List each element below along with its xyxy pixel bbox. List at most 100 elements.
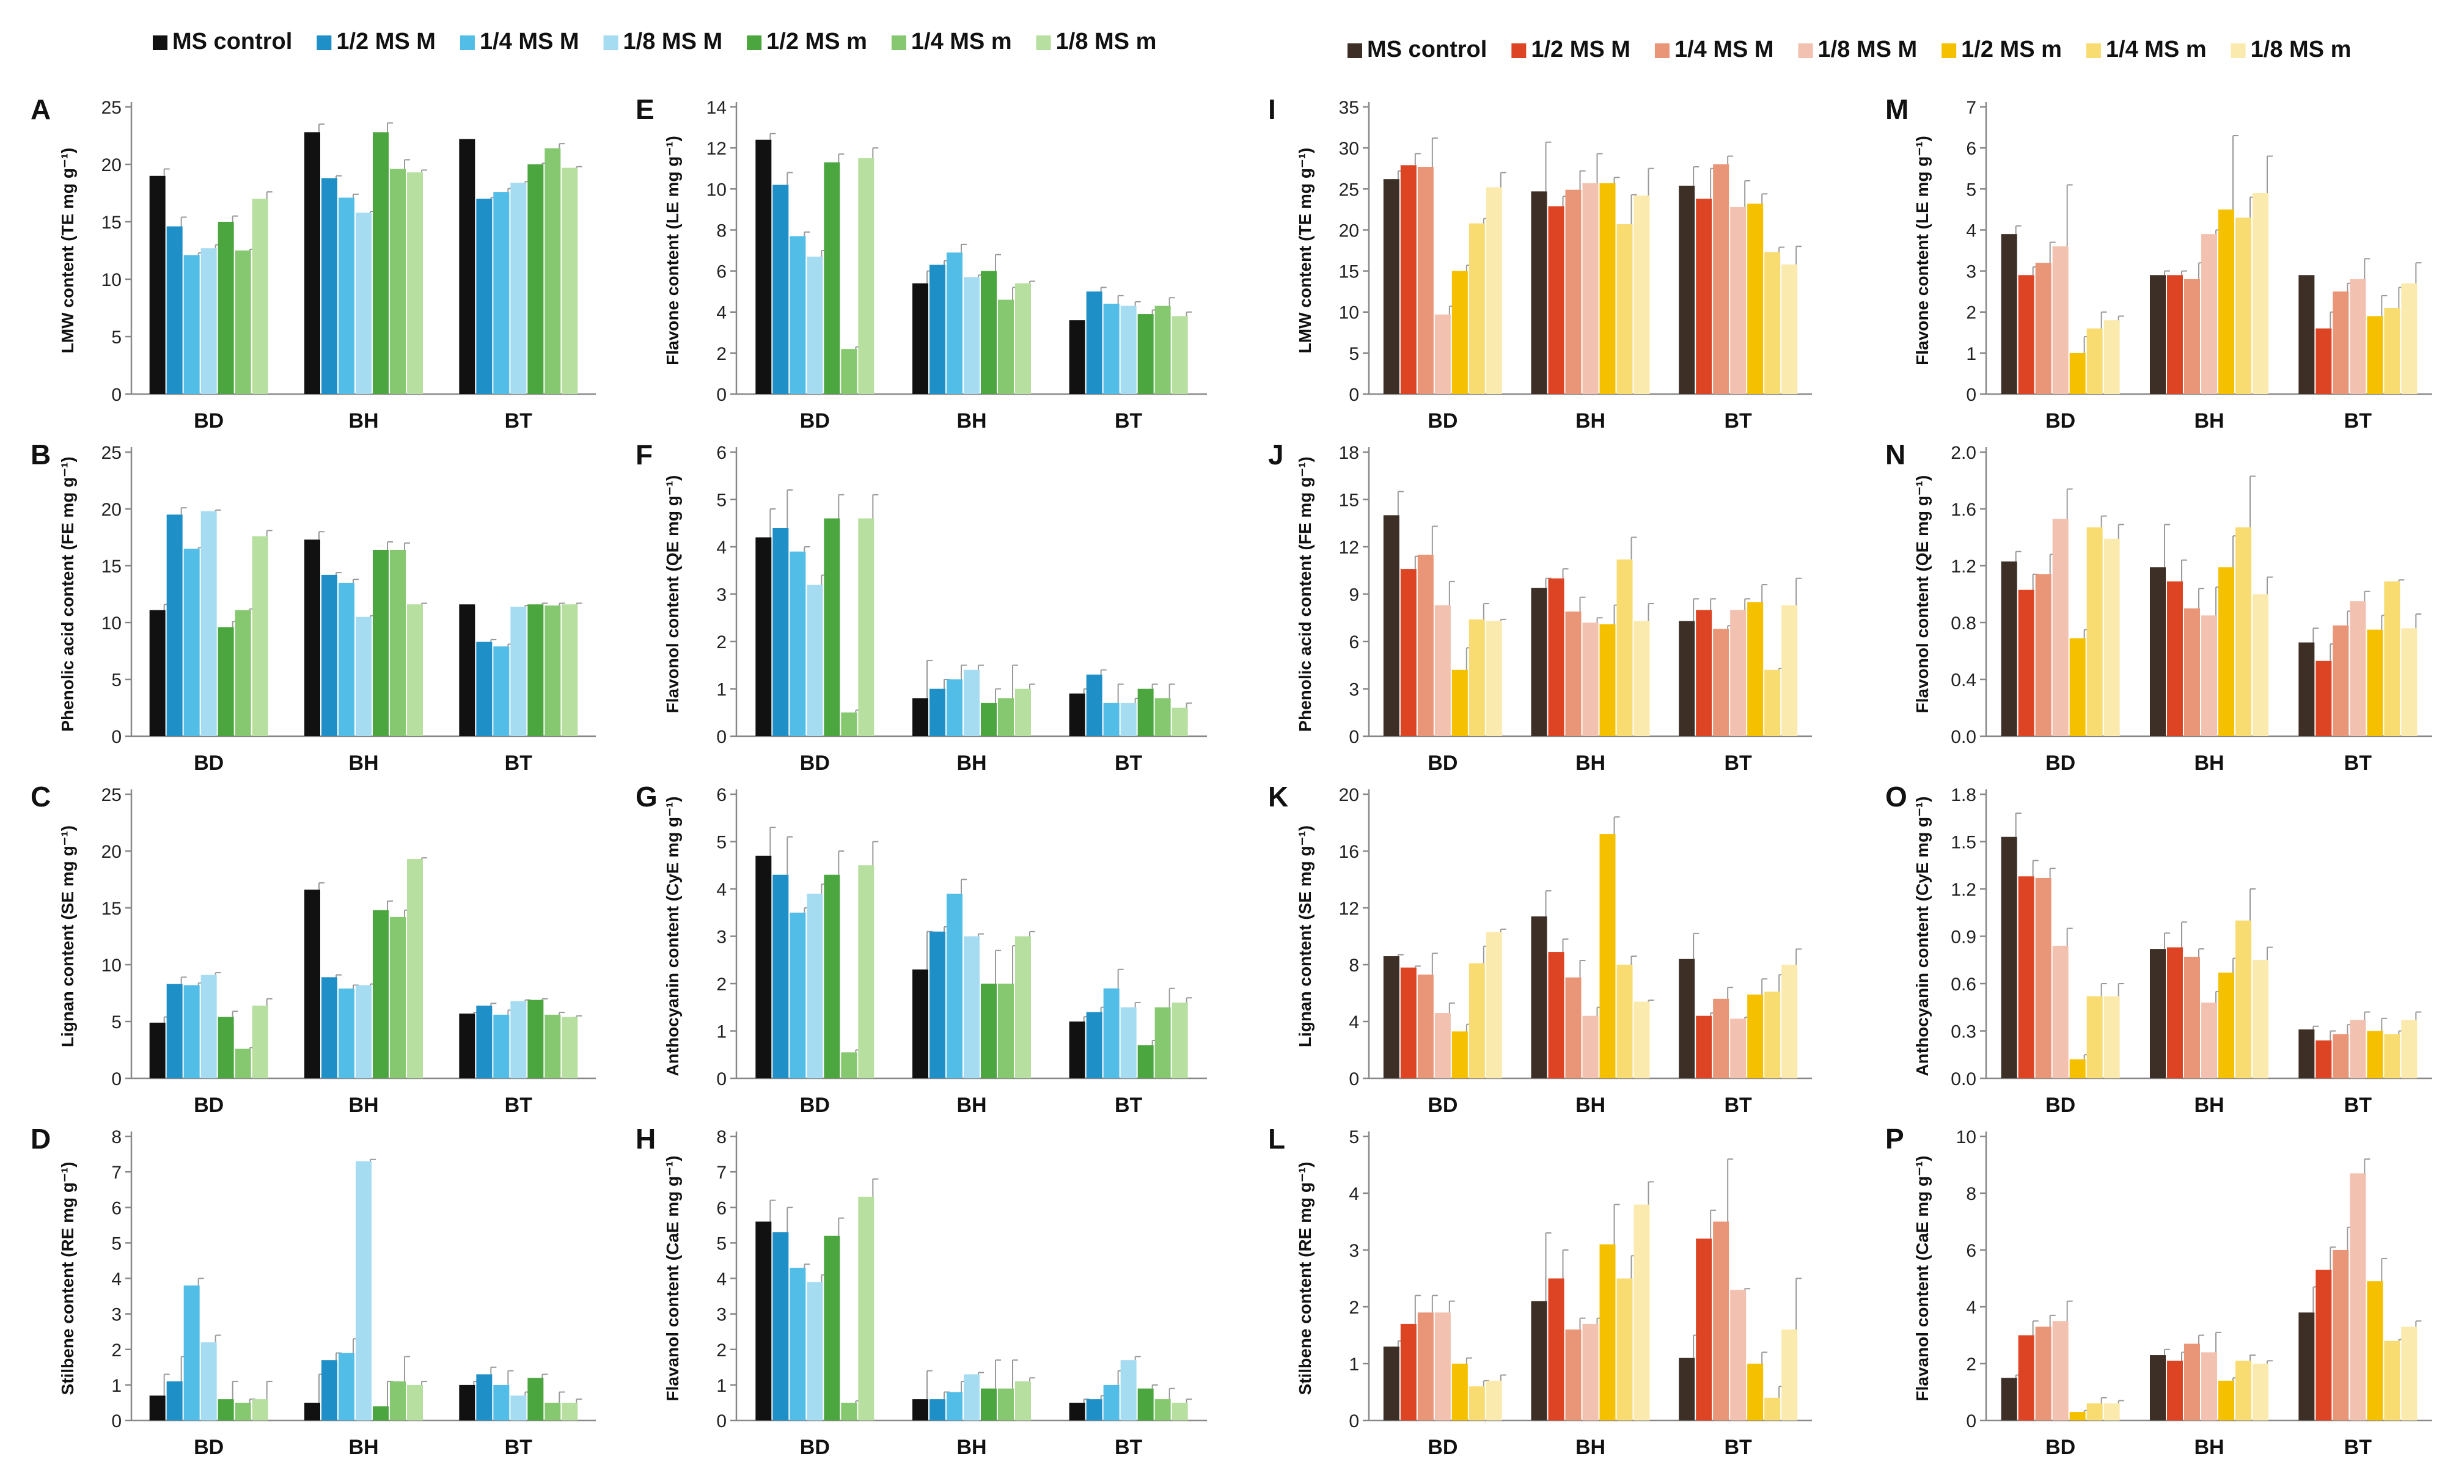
bar: [964, 670, 980, 736]
legend-label: 1/4 MS M: [1674, 37, 1774, 62]
panel-letter: A: [31, 93, 51, 125]
bar: [1137, 1388, 1154, 1420]
bar: [407, 172, 423, 394]
bar: [2035, 263, 2052, 394]
bar: [2150, 567, 2166, 736]
panel-letter: D: [31, 1123, 51, 1155]
x-tick-label: BT: [505, 1094, 533, 1117]
bar: [2201, 1352, 2217, 1420]
y-tick-label: 7: [716, 1163, 727, 1183]
bar: [510, 1395, 527, 1420]
panel-I: I 0 5 10 15 20 25 30 35 LMW content (TE mg g⁻¹) BD…: [1268, 93, 1812, 433]
x-tick-label: BH: [2194, 1094, 2224, 1117]
y-tick-label: 10: [706, 180, 727, 200]
y-tick-label: 0: [1966, 385, 1976, 405]
y-tick-label: 8: [111, 1127, 122, 1147]
x-tick-label: BD: [800, 1436, 830, 1459]
y-tick-label: 5: [1349, 1127, 1359, 1147]
bar: [1730, 1290, 1747, 1420]
bar: [493, 1384, 510, 1420]
x-tick-label: BT: [505, 1436, 533, 1459]
x-tick-label: BH: [956, 1094, 986, 1117]
bar: [1417, 554, 1434, 736]
x-tick-label: BT: [2344, 1436, 2372, 1459]
x-tick-label: BT: [505, 409, 533, 433]
bar: [2103, 1403, 2120, 1420]
bar: [390, 549, 406, 736]
x-tick-label: BD: [2045, 409, 2075, 433]
bar: [321, 574, 337, 736]
bar: [807, 893, 823, 1078]
legend-left: MS control 1/2 MS M 1/4 MS M 1/8 MS M 1/2 MS…: [153, 29, 1156, 54]
bar: [981, 984, 997, 1078]
bar: [544, 148, 561, 394]
bar: [1434, 314, 1451, 394]
bar: [2201, 1003, 2217, 1078]
bar: [459, 139, 475, 394]
bar: [218, 1399, 234, 1420]
bar: [2018, 1335, 2034, 1420]
x-tick-label: BH: [348, 751, 378, 775]
legend-swatch: [2231, 43, 2246, 58]
y-tick-label: 5: [111, 1234, 122, 1254]
bar: [912, 969, 928, 1078]
bar: [1531, 191, 1547, 394]
panel-letter: B: [31, 439, 51, 470]
y-tick-label: 30: [1339, 139, 1359, 159]
bar: [2184, 279, 2200, 394]
bar: [2167, 947, 2183, 1078]
y-tick-label: 10: [101, 613, 122, 634]
y-tick-label: 15: [101, 557, 122, 577]
bar: [1451, 1364, 1468, 1420]
y-axis-label: Flavanol content (CaE mg g⁻¹): [663, 1155, 682, 1401]
panel-letter: H: [636, 1123, 656, 1155]
bar: [858, 158, 875, 394]
bar: [1469, 963, 1485, 1078]
bar: [2167, 581, 2183, 736]
y-tick-label: 4: [1966, 1298, 1976, 1318]
x-tick-label: BD: [800, 751, 830, 775]
y-axis-label: Stilbene content (RE mg g⁻¹): [1296, 1162, 1314, 1395]
bar: [2052, 1321, 2069, 1420]
y-tick-label: 9: [1349, 585, 1359, 605]
x-tick-label: BT: [2344, 751, 2372, 775]
bar: [459, 1384, 475, 1420]
bar: [1086, 291, 1102, 394]
y-tick-label: 3: [1349, 1241, 1359, 1261]
bar: [2298, 275, 2315, 394]
bar: [2018, 275, 2034, 394]
bar: [2384, 1340, 2400, 1420]
bar: [824, 1235, 840, 1420]
bar: [2150, 1355, 2166, 1420]
y-tick-label: 6: [716, 785, 727, 805]
x-tick-label: BT: [1725, 1436, 1753, 1459]
y-tick-label: 20: [1339, 785, 1359, 805]
y-tick-label: 0.0: [1951, 727, 1976, 747]
x-tick-label: BH: [1575, 1094, 1605, 1117]
bar: [1764, 1397, 1781, 1420]
bar: [1531, 916, 1547, 1078]
panel-letter: N: [1885, 439, 1905, 470]
bar: [1616, 1278, 1633, 1420]
bar: [459, 604, 475, 736]
y-tick-label: 6: [716, 443, 727, 463]
bar: [1531, 588, 1547, 736]
bar: [2350, 1173, 2366, 1420]
bar: [1434, 1013, 1451, 1078]
bar: [1383, 179, 1399, 394]
bar: [2103, 538, 2120, 736]
bar: [339, 1353, 354, 1420]
bar: [1582, 1323, 1599, 1420]
y-tick-label: 25: [101, 785, 122, 805]
bar: [912, 1399, 928, 1420]
y-tick-label: 3: [716, 1305, 727, 1325]
bar: [2401, 628, 2418, 736]
bar: [544, 1014, 561, 1078]
bar: [2333, 291, 2349, 394]
bar: [1400, 1323, 1417, 1420]
bar: [1634, 1001, 1650, 1078]
bar: [200, 1342, 217, 1420]
legend-label: 1/8 MS M: [623, 29, 723, 54]
bar: [2316, 1040, 2332, 1078]
bar: [772, 185, 789, 394]
